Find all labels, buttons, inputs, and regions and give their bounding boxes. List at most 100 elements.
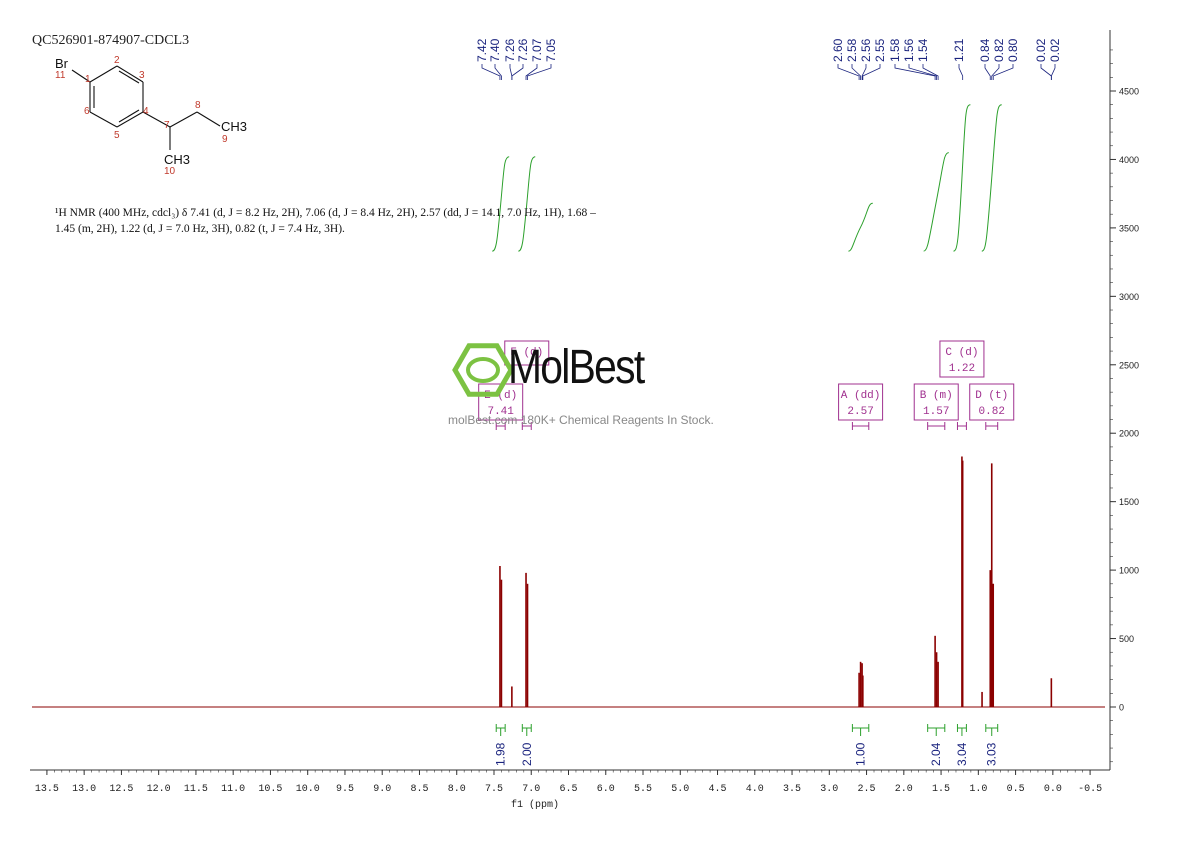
x-tick-label: 1.0 — [969, 784, 987, 795]
peak-label: 7.26 — [503, 38, 517, 62]
watermark-tagline: molBest.com 180K+ Chemical Reagents In S… — [448, 413, 714, 427]
peak-label-connector — [481, 64, 501, 80]
x-tick-label: 13.5 — [35, 784, 59, 795]
atom-num-5: 5 — [114, 130, 120, 141]
x-tick-label: 3.5 — [783, 784, 801, 795]
atom-ch3-10: CH3 — [164, 152, 190, 167]
multiplet-letter: F (d) — [510, 347, 543, 359]
multiplet-letter: A (dd) — [841, 390, 881, 402]
peak-label: 7.26 — [516, 38, 530, 62]
integral-curve — [953, 104, 971, 252]
atom-br: Br — [55, 56, 69, 71]
atom-num-10: 10 — [164, 166, 176, 177]
integration-value: 3.04 — [955, 742, 969, 766]
x-tick-label: 11.5 — [184, 784, 208, 795]
peak-label-connector — [527, 64, 552, 80]
watermark-logo: MolBest — [508, 341, 645, 394]
integral-curves — [492, 104, 1002, 252]
peak-labels: 7.42 7.40 7.26 7.26 7.07 7.05 2.60 2.58 2.56 2.55… — [475, 38, 1062, 80]
x-tick-label: 7.5 — [485, 784, 503, 795]
multiplet-box — [838, 383, 884, 421]
multiplet-shift: 2.57 — [847, 406, 873, 418]
peak-label: 7.40 — [488, 38, 502, 62]
peak-label-connector — [837, 64, 860, 80]
x-tick-label: 1.5 — [932, 784, 950, 795]
peak-label-connector — [1040, 64, 1052, 80]
y-tick-label: 3000 — [1119, 292, 1139, 302]
peak-label: 0.82 — [992, 38, 1006, 62]
x-tick-label: 11.0 — [221, 784, 245, 795]
peak-label-connector — [894, 64, 936, 80]
atom-num-11: 11 — [55, 70, 66, 81]
peak-label: 2.55 — [873, 38, 887, 62]
peak-label: 2.56 — [859, 38, 873, 62]
nmr-description: ¹H NMR (400 MHz, cdcl₃) δ 7.41 (d, J = 8… — [55, 207, 596, 235]
peak-label-connector — [922, 64, 939, 80]
atom-num-9: 9 — [222, 134, 228, 145]
x-tick-label: 6.0 — [597, 784, 615, 795]
peak-label-connector — [861, 64, 867, 80]
x-tick-label: 4.5 — [709, 784, 727, 795]
atom-num-3: 3 — [139, 70, 145, 81]
peak-label-connector — [991, 64, 1000, 80]
peak-label-connector — [525, 64, 538, 80]
atom-num-7: 7 — [164, 120, 170, 131]
x-tick-label: 2.5 — [858, 784, 876, 795]
peak-label: 1.21 — [952, 38, 966, 62]
x-tick-label: 10.5 — [258, 784, 282, 795]
x-axis-label: f1 (ppm) — [511, 799, 559, 811]
x-tick-label: 13.0 — [72, 784, 96, 795]
peak-label: 7.42 — [475, 38, 489, 62]
multiplet-box — [939, 340, 985, 378]
x-tick-label: 12.0 — [147, 784, 171, 795]
x-tick-label: 12.5 — [109, 784, 133, 795]
peak-label-connector — [1050, 64, 1056, 80]
integral-curve — [981, 104, 1002, 252]
integration-value: 2.00 — [520, 742, 534, 766]
multiplet-letter: B (m) — [920, 390, 953, 402]
peak-label-connector — [511, 64, 524, 80]
watermark-hex-outer — [452, 343, 514, 397]
peak-label-connector — [862, 64, 881, 80]
x-tick-label: 8.5 — [410, 784, 428, 795]
multiplet-shift: 7.41 — [487, 406, 514, 418]
sample-id: QC526901-874907-CDCL3 — [32, 33, 190, 48]
peak-label-connector — [851, 64, 861, 80]
x-tick-label: 8.0 — [448, 784, 466, 795]
multiplet-annotations: A (dd)2.57B (m)1.57C (d)1.22D (t)0.82E (… — [478, 340, 1015, 430]
integral-curve — [518, 156, 536, 252]
y-tick-label: 500 — [1119, 634, 1134, 644]
integration-value: 2.04 — [929, 742, 943, 766]
y-tick-label: 4000 — [1119, 155, 1139, 165]
integration-value: 1.00 — [854, 742, 868, 766]
x-tick-label: -0.5 — [1078, 784, 1102, 795]
integral-curve — [848, 202, 873, 252]
x-tick-label: 10.0 — [296, 784, 320, 795]
y-tick-label: 0 — [1119, 703, 1124, 713]
multiplet-letter: D (t) — [975, 390, 1008, 402]
integral-curve — [492, 156, 510, 252]
atom-num-2: 2 — [114, 55, 120, 66]
peak-label-connector — [908, 64, 937, 80]
x-tick-label: 2.0 — [895, 784, 913, 795]
multiplet-shift: 1.22 — [949, 363, 975, 375]
peak-label-connector — [494, 64, 502, 80]
peak-label: 2.58 — [845, 38, 859, 62]
x-tick-label: 0.0 — [1044, 784, 1062, 795]
peak-label: 2.60 — [831, 38, 845, 62]
atom-num-4: 4 — [143, 106, 149, 117]
molecule-structure — [71, 65, 221, 150]
integration-value: 1.98 — [494, 742, 508, 766]
x-tick-label: 5.0 — [671, 784, 689, 795]
peak-label: 7.05 — [544, 38, 558, 62]
peak-label: 7.07 — [530, 38, 544, 62]
molecule-labels: Br 11 1 2 3 4 5 6 7 8 CH3 9 CH3 10 — [55, 55, 247, 177]
peak-label: 0.80 — [1006, 38, 1020, 62]
y-tick-label: 3500 — [1119, 223, 1139, 233]
peak-label: 1.58 — [888, 38, 902, 62]
y-tick-label: 4500 — [1119, 87, 1139, 97]
multiplet-box — [913, 383, 959, 421]
integration-value: 3.03 — [985, 742, 999, 766]
peak-label-connector — [958, 64, 964, 80]
